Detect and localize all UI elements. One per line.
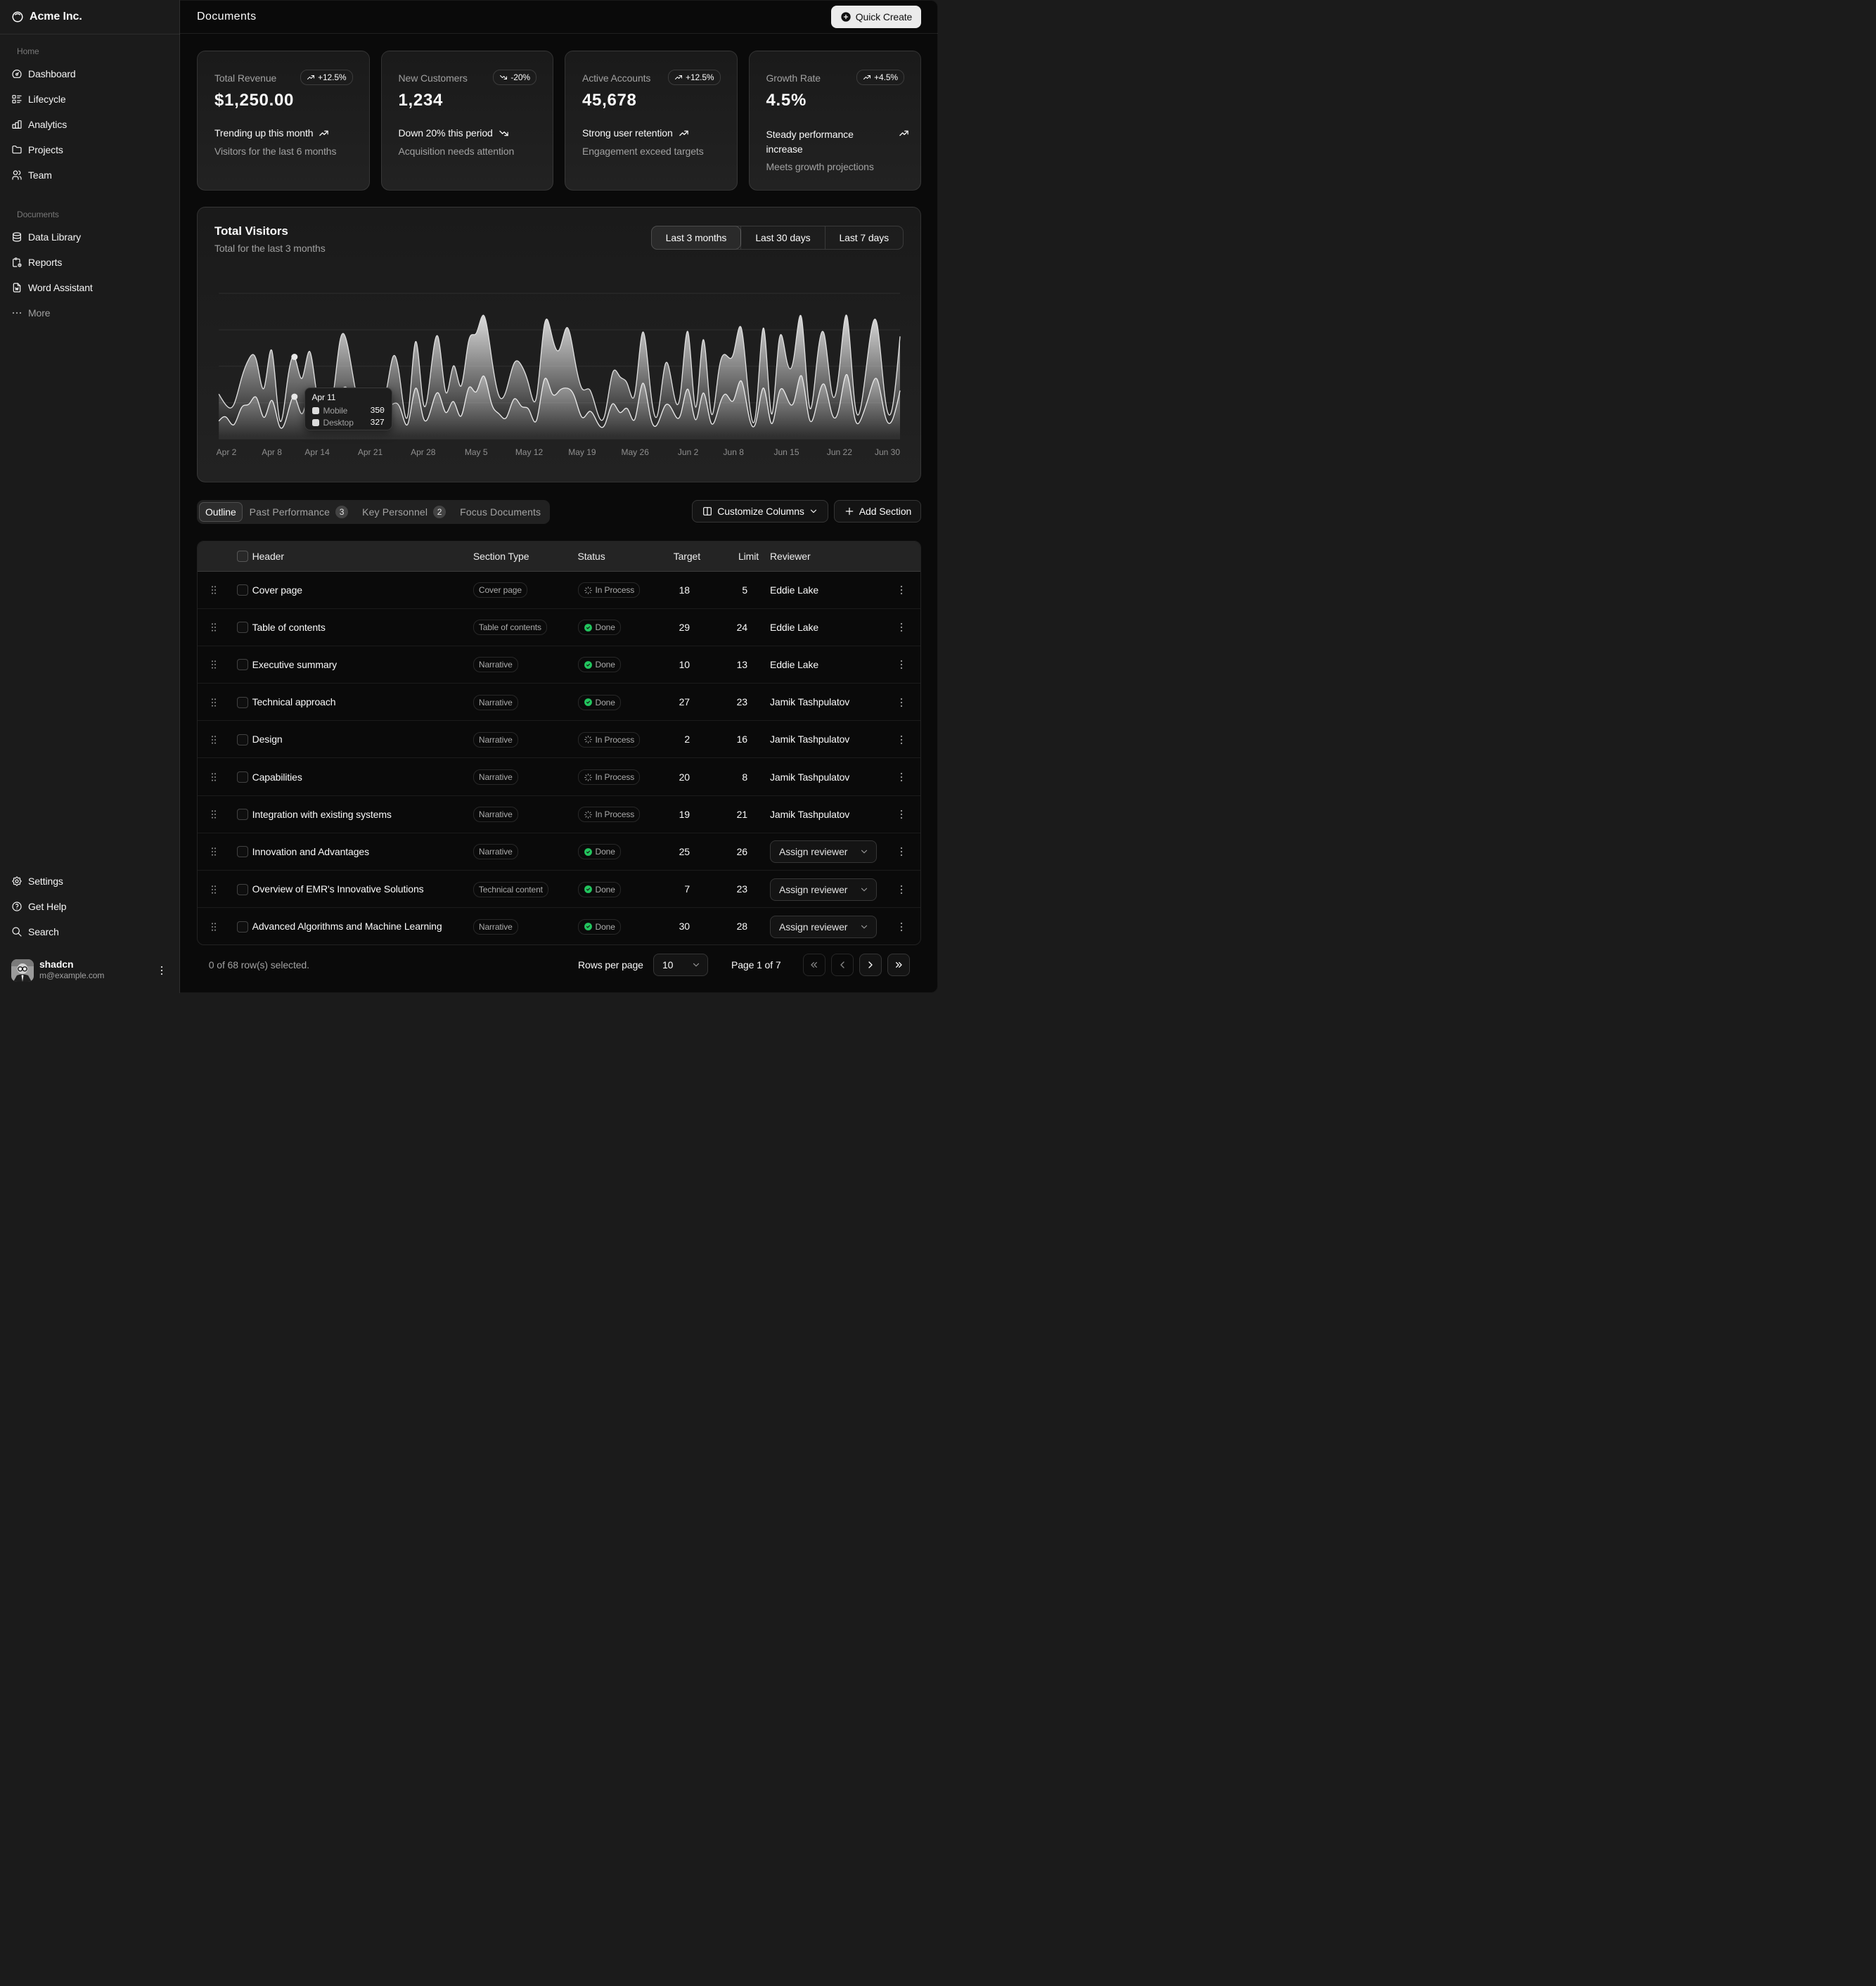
svg-text:May 5: May 5 — [465, 447, 488, 457]
svg-text:Jun 22: Jun 22 — [827, 447, 852, 457]
svg-text:May 19: May 19 — [568, 447, 596, 457]
svg-text:May 12: May 12 — [515, 447, 544, 457]
svg-text:Apr 14: Apr 14 — [304, 447, 330, 457]
svg-text:Apr 8: Apr 8 — [262, 447, 282, 457]
svg-text:Jun 8: Jun 8 — [724, 447, 745, 457]
svg-text:Apr 28: Apr 28 — [411, 447, 436, 457]
svg-text:Apr 21: Apr 21 — [358, 447, 383, 457]
svg-text:Jun 2: Jun 2 — [678, 447, 699, 457]
svg-text:Jun 30: Jun 30 — [875, 447, 900, 457]
svg-text:May 26: May 26 — [622, 447, 650, 457]
svg-text:Apr 2: Apr 2 — [217, 447, 237, 457]
svg-text:Jun 15: Jun 15 — [773, 447, 799, 457]
